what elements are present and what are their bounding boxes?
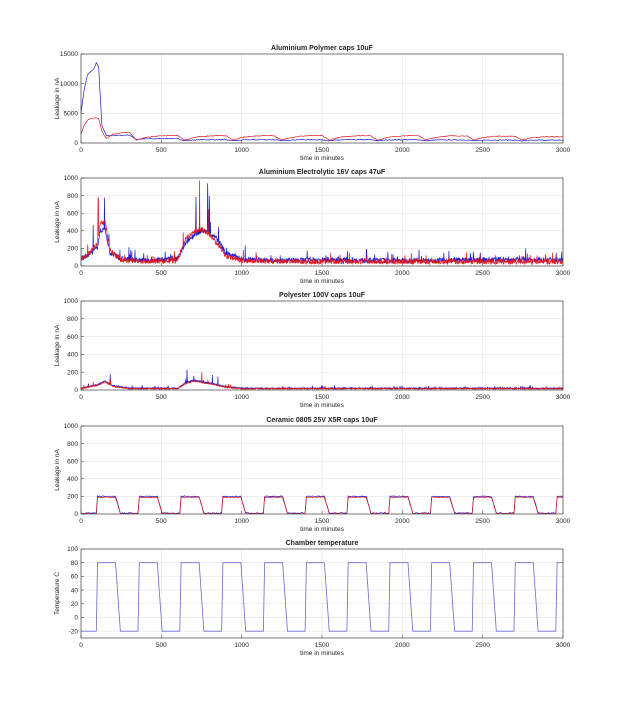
- y-axis-label: Leakage in nA: [54, 77, 61, 119]
- chart-title: Aluminium Polymer caps 10uF: [271, 45, 374, 52]
- y-tick-label: 100: [67, 546, 78, 553]
- y-axis-label: Leakage in nA: [54, 449, 61, 491]
- series-line-1: [81, 61, 563, 142]
- x-tick-label: 2500: [475, 642, 490, 649]
- x-tick-label: 2500: [475, 518, 490, 525]
- x-tick-label: 1000: [234, 642, 249, 649]
- y-axis-label: Temperature C: [54, 572, 61, 615]
- x-tick-label: 500: [156, 518, 167, 525]
- x-tick-label: 2000: [395, 518, 410, 525]
- y-tick-label: 600: [67, 458, 78, 465]
- y-tick-label: 40: [71, 587, 79, 594]
- y-tick-label: 400: [67, 352, 78, 359]
- x-tick-label: 500: [156, 270, 167, 277]
- x-tick-label: 0: [79, 518, 83, 525]
- series-line-1: [81, 562, 563, 632]
- chart-title: Ceramic 0805 25V X5R caps 10uF: [266, 417, 378, 424]
- chart-panel-5: 0 500 1000 1500 2000 2500 3000-20020406080100C…: [54, 540, 571, 657]
- x-tick-label: 0: [79, 147, 83, 154]
- x-tick-label: 3000: [556, 642, 571, 649]
- y-tick-label: 0: [74, 140, 78, 147]
- y-tick-label: 800: [67, 316, 78, 323]
- chart-title: Polyester 100V caps 10uF: [279, 292, 366, 299]
- x-tick-label: 500: [156, 147, 167, 154]
- axes-box: [80, 548, 564, 639]
- series-line-2: [81, 180, 563, 266]
- x-tick-label: 1000: [234, 147, 249, 154]
- x-tick-label: 1500: [315, 518, 330, 525]
- series-line-2: [81, 496, 563, 514]
- x-axis-label: time in minutes: [300, 278, 344, 285]
- y-tick-label: -20: [69, 628, 79, 635]
- chart-panel-3: 0 500 1000 1500 2000 2500 3000 0 200 400 600 800 100…: [54, 292, 571, 409]
- x-tick-label: 0: [79, 270, 83, 277]
- x-tick-label: 2500: [475, 394, 490, 401]
- x-tick-label: 2000: [395, 147, 410, 154]
- x-tick-label: 3000: [556, 394, 571, 401]
- series-line-2: [81, 117, 563, 141]
- chart-panel-4: 0 500 1000 1500 2000 2500 3000 0 200 400 600 800 100…: [54, 417, 571, 533]
- series-line-2: [81, 372, 563, 390]
- y-tick-label: 10000: [60, 81, 78, 88]
- y-tick-label: 20: [71, 601, 79, 608]
- axes-box: [80, 300, 564, 391]
- x-tick-label: 500: [156, 642, 167, 649]
- y-tick-label: 600: [67, 334, 78, 341]
- x-tick-label: 2500: [475, 147, 490, 154]
- x-tick-label: 2000: [395, 394, 410, 401]
- axes-box: [80, 425, 564, 515]
- y-tick-label: 200: [67, 246, 78, 253]
- y-tick-label: 80: [71, 560, 79, 567]
- x-tick-label: 2000: [395, 270, 410, 277]
- x-tick-label: 1500: [315, 270, 330, 277]
- chart-panel-1: 0 500 1000 1500 2000 2500 3000 0 5000 10000 15000 A…: [54, 45, 571, 162]
- x-tick-label: 1000: [234, 518, 249, 525]
- x-tick-label: 0: [79, 642, 83, 649]
- x-tick-label: 1500: [315, 147, 330, 154]
- y-tick-label: 0: [74, 387, 78, 394]
- axes-box: [80, 53, 564, 144]
- x-tick-label: 1500: [315, 394, 330, 401]
- y-axis-label: Leakage in nA: [54, 324, 61, 366]
- x-tick-label: 1500: [315, 642, 330, 649]
- x-axis-label: time in minutes: [300, 650, 344, 657]
- y-tick-label: 800: [67, 193, 78, 200]
- x-tick-label: 500: [156, 394, 167, 401]
- x-tick-label: 2000: [395, 642, 410, 649]
- x-tick-label: 3000: [556, 147, 571, 154]
- y-tick-label: 200: [67, 369, 78, 376]
- x-tick-label: 1000: [234, 270, 249, 277]
- y-tick-label: 600: [67, 210, 78, 217]
- y-tick-label: 1000: [64, 175, 79, 182]
- y-tick-label: 200: [67, 494, 78, 501]
- y-tick-label: 1000: [64, 423, 79, 430]
- x-tick-label: 2500: [475, 270, 490, 277]
- x-tick-label: 3000: [556, 518, 571, 525]
- x-tick-label: 0: [79, 394, 83, 401]
- chart-title: Chamber temperature: [286, 540, 359, 547]
- y-tick-label: 800: [67, 441, 78, 448]
- y-tick-label: 0: [74, 615, 78, 622]
- y-tick-label: 0: [74, 263, 78, 270]
- chart-panel-2: 0 500 1000 1500 2000 2500 3000 0 200 400 600 800 100…: [54, 169, 571, 285]
- x-axis-label: time in minutes: [300, 402, 344, 409]
- axes-box: [80, 177, 564, 267]
- y-tick-label: 400: [67, 228, 78, 235]
- x-tick-label: 3000: [556, 270, 571, 277]
- x-axis-label: time in minutes: [300, 155, 344, 162]
- y-tick-label: 60: [71, 574, 79, 581]
- y-tick-label: 0: [74, 511, 78, 518]
- y-tick-label: 15000: [60, 51, 78, 58]
- y-tick-label: 1000: [64, 298, 79, 305]
- x-tick-label: 1000: [234, 394, 249, 401]
- y-tick-label: 400: [67, 476, 78, 483]
- chart-title: Aluminium Electrolytic 16V caps 47uF: [259, 169, 386, 176]
- y-tick-label: 5000: [64, 111, 79, 118]
- x-axis-label: time in minutes: [300, 526, 344, 533]
- y-axis-label: Leakage in nA: [54, 201, 61, 243]
